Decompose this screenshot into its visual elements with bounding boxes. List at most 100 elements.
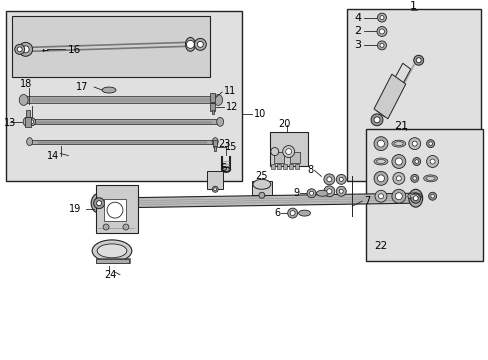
Text: 16: 16 <box>67 45 81 55</box>
Bar <box>210 103 215 111</box>
Bar <box>207 171 223 189</box>
Circle shape <box>103 224 109 230</box>
Bar <box>116 258 120 263</box>
Circle shape <box>410 193 420 203</box>
Bar <box>96 185 138 233</box>
Bar <box>212 110 214 114</box>
Ellipse shape <box>213 94 222 105</box>
Ellipse shape <box>185 37 195 51</box>
Circle shape <box>107 202 122 218</box>
Ellipse shape <box>97 244 126 258</box>
Bar <box>30 140 215 144</box>
Circle shape <box>373 117 379 123</box>
Text: 1: 1 <box>409 1 416 11</box>
Circle shape <box>426 140 434 148</box>
Circle shape <box>412 177 416 180</box>
Text: 24: 24 <box>104 270 116 280</box>
Bar <box>111 258 115 263</box>
Circle shape <box>376 27 386 36</box>
Circle shape <box>373 137 387 150</box>
Bar <box>213 140 217 147</box>
Bar <box>96 258 100 263</box>
Ellipse shape <box>102 87 116 93</box>
Circle shape <box>415 58 420 63</box>
Bar <box>276 165 280 170</box>
Circle shape <box>374 190 386 202</box>
Bar <box>251 181 271 195</box>
Ellipse shape <box>26 138 33 145</box>
Bar <box>125 258 130 263</box>
Circle shape <box>391 154 405 168</box>
Text: 7: 7 <box>364 196 369 206</box>
Ellipse shape <box>23 117 30 126</box>
Ellipse shape <box>91 193 107 213</box>
Text: 19: 19 <box>69 204 81 214</box>
Bar <box>12 15 210 77</box>
Text: 12: 12 <box>225 102 238 112</box>
Text: 5: 5 <box>220 163 226 174</box>
Circle shape <box>373 171 387 185</box>
Text: 11: 11 <box>224 86 236 96</box>
Bar <box>269 132 307 166</box>
Text: 15: 15 <box>224 141 237 152</box>
Bar <box>214 145 216 150</box>
Bar <box>24 117 31 127</box>
Circle shape <box>258 192 264 198</box>
Text: 21: 21 <box>393 121 407 131</box>
Bar <box>273 152 283 163</box>
Circle shape <box>17 47 22 52</box>
Circle shape <box>194 39 206 50</box>
Bar <box>366 129 482 261</box>
Ellipse shape <box>393 141 403 145</box>
Circle shape <box>379 15 383 19</box>
Circle shape <box>287 208 297 218</box>
Circle shape <box>412 196 417 201</box>
Circle shape <box>396 176 401 181</box>
Ellipse shape <box>409 194 418 198</box>
Ellipse shape <box>298 210 310 216</box>
Ellipse shape <box>408 189 422 207</box>
Circle shape <box>412 158 420 166</box>
Text: 3: 3 <box>353 40 361 50</box>
Circle shape <box>430 194 433 198</box>
Ellipse shape <box>423 175 437 182</box>
Circle shape <box>379 44 383 48</box>
Ellipse shape <box>391 140 405 147</box>
Circle shape <box>339 189 343 193</box>
Text: 10: 10 <box>253 109 265 119</box>
Circle shape <box>408 138 420 150</box>
Circle shape <box>377 140 384 147</box>
Ellipse shape <box>216 117 223 126</box>
Bar <box>282 165 286 170</box>
Circle shape <box>428 192 436 200</box>
Bar <box>23 96 218 103</box>
Bar <box>25 110 30 117</box>
Bar <box>26 119 220 124</box>
Circle shape <box>22 46 29 53</box>
Circle shape <box>186 40 194 48</box>
Circle shape <box>30 120 34 124</box>
Text: 13: 13 <box>4 118 16 128</box>
Circle shape <box>122 224 129 230</box>
Circle shape <box>426 156 438 167</box>
Circle shape <box>282 145 294 158</box>
Text: 20: 20 <box>278 119 290 129</box>
Circle shape <box>429 159 434 164</box>
Bar <box>104 199 125 221</box>
Circle shape <box>15 44 24 54</box>
Text: 22: 22 <box>373 241 386 251</box>
Text: 25: 25 <box>254 171 267 181</box>
Circle shape <box>326 189 331 194</box>
Ellipse shape <box>425 176 434 180</box>
Circle shape <box>378 194 383 199</box>
Circle shape <box>379 29 384 34</box>
Text: 17: 17 <box>76 82 88 92</box>
Polygon shape <box>96 193 413 208</box>
Text: 9: 9 <box>293 188 299 198</box>
Circle shape <box>414 160 418 163</box>
Circle shape <box>392 172 404 184</box>
Text: 6: 6 <box>274 208 280 218</box>
Circle shape <box>306 189 315 198</box>
Polygon shape <box>376 63 410 117</box>
Text: 18: 18 <box>20 79 32 89</box>
